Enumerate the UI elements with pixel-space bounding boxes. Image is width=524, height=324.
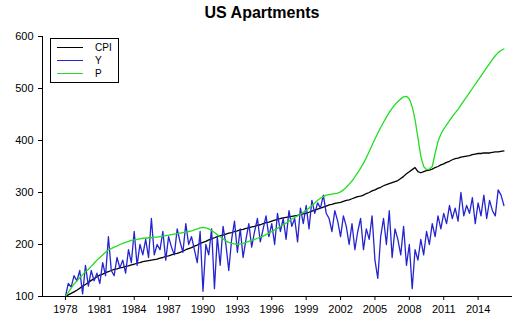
svg-text:1984: 1984 xyxy=(122,303,146,315)
svg-text:1990: 1990 xyxy=(191,303,215,315)
svg-text:2005: 2005 xyxy=(363,303,387,315)
svg-text:300: 300 xyxy=(15,186,33,198)
svg-text:2014: 2014 xyxy=(466,303,490,315)
svg-text:1981: 1981 xyxy=(88,303,112,315)
svg-text:1993: 1993 xyxy=(225,303,249,315)
svg-text:1987: 1987 xyxy=(156,303,180,315)
svg-text:600: 600 xyxy=(15,30,33,42)
svg-text:1996: 1996 xyxy=(260,303,284,315)
html-text:P: P xyxy=(95,68,102,79)
svg-text:2008: 2008 xyxy=(397,303,421,315)
svg-text:100: 100 xyxy=(15,290,33,302)
svg-text:400: 400 xyxy=(15,134,33,146)
svg-text:200: 200 xyxy=(15,238,33,250)
svg-text:1978: 1978 xyxy=(53,303,77,315)
svg-text:500: 500 xyxy=(15,82,33,94)
html-text:CPI: CPI xyxy=(95,42,112,53)
svg-text:2011: 2011 xyxy=(432,303,456,315)
html-text:Y: Y xyxy=(95,55,102,66)
svg-text:1999: 1999 xyxy=(294,303,318,315)
html-text:US Apartments: US Apartments xyxy=(204,4,320,21)
svg-text:2002: 2002 xyxy=(328,303,352,315)
